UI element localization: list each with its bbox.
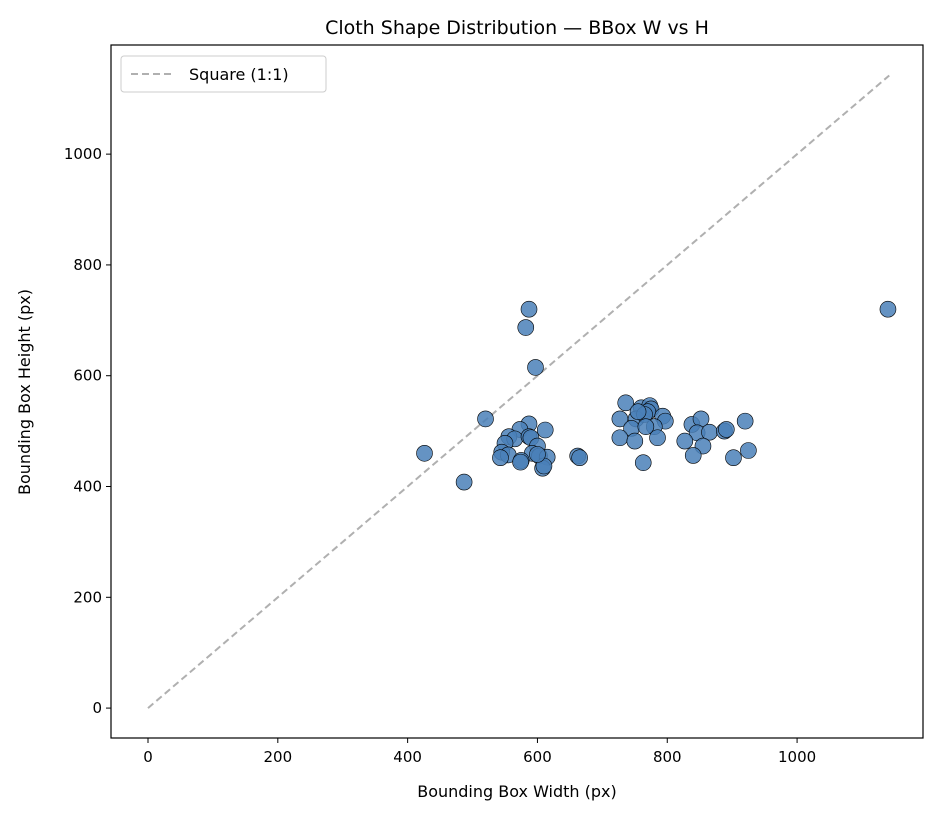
- legend: Square (1:1): [120, 55, 327, 93]
- y-tick-label: 600: [73, 367, 102, 385]
- x-tick-label: 1000: [778, 748, 816, 766]
- data-point: [617, 394, 635, 412]
- data-point: [477, 410, 494, 428]
- x-axis-label: Bounding Box Width (px): [417, 782, 617, 801]
- data-point: [740, 442, 757, 459]
- data-point: [527, 359, 544, 376]
- y-axis-label: Bounding Box Height (px): [15, 289, 34, 495]
- y-tick-label: 1000: [64, 145, 102, 163]
- data-point: [611, 429, 629, 447]
- data-point: [517, 319, 535, 336]
- x-tick-label: 800: [653, 748, 682, 766]
- data-point: [725, 449, 742, 466]
- data-point: [736, 412, 754, 430]
- data-point: [529, 446, 546, 463]
- data-point: [637, 418, 655, 435]
- data-point: [520, 300, 538, 318]
- data-point: [626, 432, 644, 450]
- square-reference-line: [147, 74, 890, 709]
- y-tick-label: 800: [73, 256, 102, 274]
- data-point: [455, 473, 473, 491]
- data-point: [649, 429, 666, 447]
- data-point: [879, 300, 897, 318]
- data-point: [536, 421, 554, 439]
- x-tick-label: 600: [523, 748, 552, 766]
- y-tick-label: 0: [92, 699, 102, 717]
- y-tick-label: 200: [73, 588, 102, 606]
- y-axis: 0 200 400 600 800 1000: [64, 145, 111, 717]
- plot-area: [147, 74, 897, 709]
- legend-entry: Square (1:1): [189, 65, 289, 84]
- x-tick-label: 400: [393, 748, 422, 766]
- x-tick-label: 200: [263, 748, 292, 766]
- data-point: [676, 432, 694, 450]
- data-point: [416, 444, 433, 462]
- axes-frame: [110, 44, 924, 739]
- data-point: [512, 453, 529, 471]
- data-point: [571, 449, 588, 466]
- chart-title: Cloth Shape Distribution — BBox W vs H: [325, 17, 709, 39]
- data-point: [684, 447, 702, 464]
- data-point: [718, 421, 735, 438]
- x-tick-label: 0: [143, 748, 153, 766]
- data-point: [492, 449, 509, 466]
- x-axis: 0 200 400 600 800 1000: [143, 738, 816, 766]
- y-tick-label: 400: [73, 478, 102, 496]
- legend-box: [120, 55, 327, 93]
- data-point: [634, 454, 652, 471]
- data-point: [629, 403, 647, 421]
